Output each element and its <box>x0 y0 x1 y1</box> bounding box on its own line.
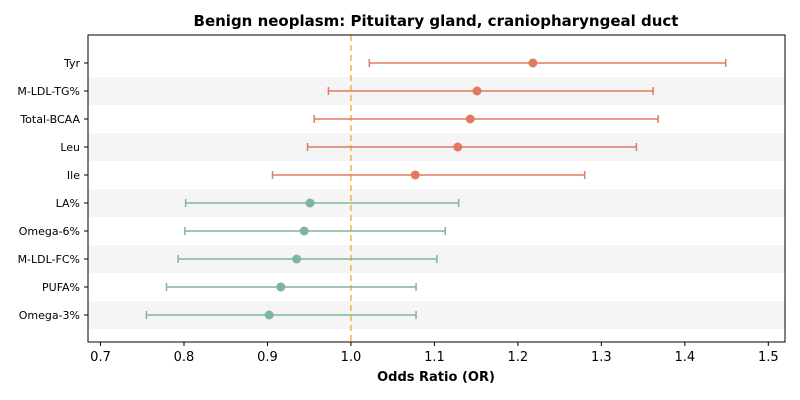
estimate-row <box>184 226 447 236</box>
y-tick-label: M-LDL-TG% <box>17 85 80 98</box>
y-tick-label: Omega-3% <box>19 309 80 322</box>
estimate-row <box>327 86 654 96</box>
x-tick-label: 1.2 <box>508 350 529 365</box>
point-estimate <box>453 142 463 152</box>
x-axis-ticks: 0.7 0.8 0.9 1.0 1.1 1.2 1.3 1.4 1.5 <box>90 342 779 365</box>
point-estimate <box>472 86 482 96</box>
y-tick-label: Tyr <box>63 57 81 70</box>
estimate-row <box>165 282 417 292</box>
estimates-group <box>145 58 727 320</box>
x-tick-label: 1.0 <box>341 350 362 365</box>
estimate-row <box>145 310 417 320</box>
estimate-row <box>306 142 638 152</box>
plot-frame <box>87 34 786 343</box>
y-tick-label: Leu <box>60 141 80 154</box>
point-estimate <box>264 310 274 320</box>
estimate-row <box>313 114 659 124</box>
y-tick-label: Omega-6% <box>19 225 80 238</box>
estimate-row <box>184 198 460 208</box>
x-axis-label: Odds Ratio (OR) <box>377 370 495 385</box>
y-axis-labels: Tyr M-LDL-TG% Total-BCAA Leu Ile LA% Omega-6% M… <box>17 57 88 322</box>
point-estimate <box>410 170 420 180</box>
estimate-row <box>271 170 586 180</box>
x-tick-label: 1.5 <box>758 350 779 365</box>
point-estimate <box>276 282 286 292</box>
point-estimate <box>465 114 475 124</box>
x-tick-label: 1.3 <box>591 350 612 365</box>
y-tick-label: LA% <box>56 197 80 210</box>
point-estimate <box>528 58 538 68</box>
y-tick-label: M-LDL-FC% <box>18 253 80 266</box>
x-tick-label: 0.9 <box>257 350 278 365</box>
x-tick-label: 0.7 <box>90 350 111 365</box>
point-estimate <box>292 254 302 264</box>
y-tick-label: PUFA% <box>42 281 80 294</box>
x-tick-label: 1.4 <box>674 350 695 365</box>
point-estimate <box>299 226 309 236</box>
x-tick-label: 0.8 <box>174 350 195 365</box>
y-tick-label: Ile <box>67 169 80 182</box>
estimate-row <box>177 254 438 264</box>
estimate-row <box>368 58 727 68</box>
x-tick-label: 1.1 <box>424 350 445 365</box>
chart-title: Benign neoplasm: Pituitary gland, cranio… <box>194 12 679 30</box>
point-estimate <box>305 198 315 208</box>
y-tick-label: Total-BCAA <box>19 113 80 126</box>
